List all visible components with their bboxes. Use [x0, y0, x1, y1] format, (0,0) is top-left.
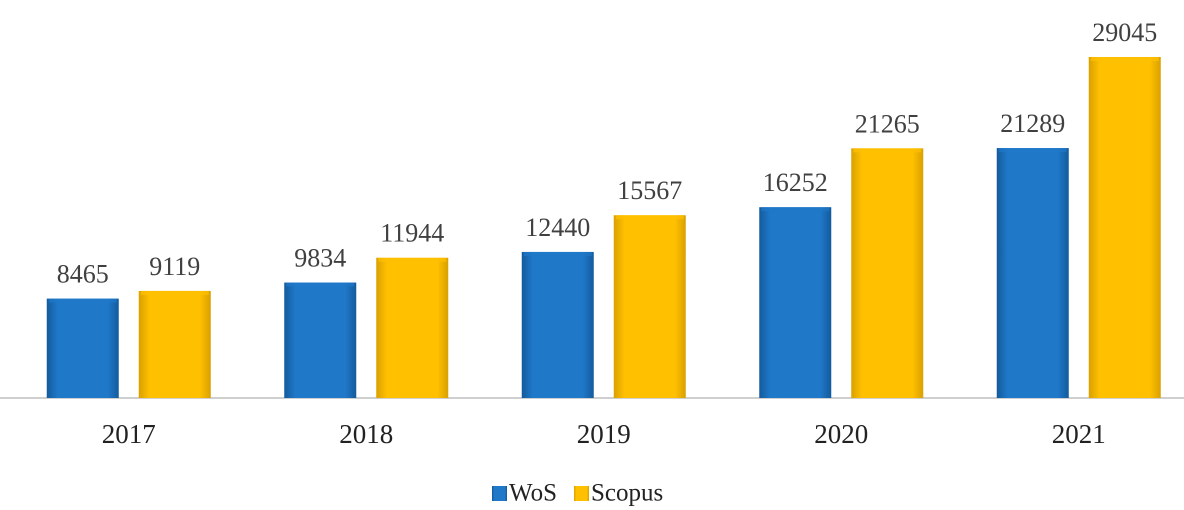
- x-tick-label: 2017: [102, 419, 156, 449]
- bar-top: [286, 282, 355, 287]
- bar: [138, 290, 211, 398]
- bar-top: [761, 207, 830, 212]
- data-label: 21265: [855, 109, 920, 138]
- data-label: 21289: [1000, 109, 1065, 138]
- bar-top: [378, 257, 447, 262]
- bar: [1088, 57, 1161, 398]
- bar-top: [1090, 57, 1159, 61]
- x-tick-label: 2019: [577, 419, 631, 449]
- bar-top: [140, 290, 209, 295]
- data-label: 15567: [617, 176, 682, 205]
- bar-top: [853, 148, 922, 153]
- data-label: 29045: [1092, 18, 1157, 47]
- data-label: 12440: [525, 213, 590, 242]
- data-label: 9834: [294, 244, 346, 273]
- legend-label: Scopus: [591, 480, 663, 507]
- data-label: 9119: [149, 252, 200, 281]
- bar: [851, 148, 924, 398]
- bar: [46, 298, 119, 398]
- data-label: 11944: [380, 219, 444, 248]
- bar-top: [48, 298, 117, 303]
- bar: [284, 282, 357, 398]
- bar: [759, 207, 832, 398]
- bar-top: [615, 215, 684, 220]
- bar: [613, 215, 686, 398]
- data-label: 8465: [57, 260, 109, 289]
- legend-swatch: [574, 486, 589, 501]
- x-tick-label: 2021: [1052, 419, 1106, 449]
- data-label: 16252: [763, 168, 828, 197]
- legend-swatch: [492, 486, 507, 501]
- bar: [996, 148, 1069, 398]
- x-tick-label: 2020: [814, 419, 868, 449]
- bar-top: [523, 251, 592, 256]
- bar: [376, 257, 449, 398]
- bar-top: [998, 148, 1067, 153]
- legend-label: WoS: [509, 480, 557, 507]
- x-tick-label: 2018: [339, 419, 393, 449]
- bar: [521, 251, 594, 398]
